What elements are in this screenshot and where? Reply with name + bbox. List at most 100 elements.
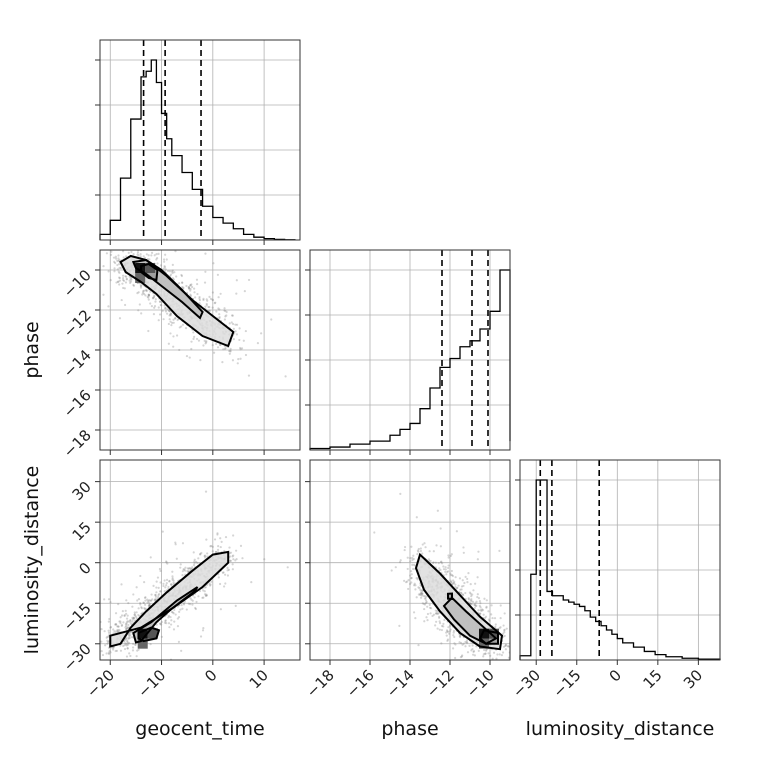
scatter-point — [119, 622, 122, 625]
scatter-point — [239, 544, 243, 547]
scatter-point — [204, 252, 207, 255]
scatter-point — [243, 290, 246, 293]
scatter-point — [413, 582, 416, 585]
scatter-point — [458, 635, 461, 638]
x-tick-label: 10 — [246, 666, 272, 692]
scatter-point — [479, 606, 482, 609]
scatter-point — [228, 322, 231, 325]
scatter-point — [238, 327, 241, 330]
scatter-point — [168, 580, 171, 583]
scatter-point — [435, 620, 438, 623]
scatter-point — [461, 654, 464, 657]
y-axis-label-luminosity-distance: luminosity_distance — [21, 466, 43, 655]
y-tick-label: 15 — [69, 518, 95, 544]
scatter-point — [210, 580, 213, 583]
scatter-point — [166, 562, 169, 565]
scatter-point — [204, 594, 207, 597]
scatter-point — [198, 302, 201, 305]
scatter-point — [113, 270, 116, 273]
density-fill — [110, 551, 229, 647]
y-tick-label: 30 — [69, 478, 95, 504]
scatter-point — [436, 612, 439, 615]
scatter-point — [406, 580, 409, 583]
scatter-point — [107, 652, 111, 655]
scatter-point — [134, 614, 137, 617]
scatter-point — [416, 549, 420, 552]
scatter-point — [205, 304, 208, 307]
scatter-point — [464, 645, 467, 648]
scatter-point — [260, 332, 263, 335]
scatter-point — [229, 350, 232, 353]
scatter-point — [164, 586, 167, 589]
scatter-point — [417, 586, 420, 589]
scatter-point — [447, 566, 450, 570]
density-mode-cell — [479, 628, 489, 639]
scatter-point — [80, 631, 82, 633]
scatter-point — [128, 652, 131, 655]
scatter-point — [471, 648, 474, 651]
scatter-point — [477, 649, 480, 652]
scatter-point — [144, 294, 147, 297]
scatter-point — [147, 298, 150, 301]
scatter-point — [155, 580, 158, 583]
scatter-point — [163, 265, 166, 268]
scatter-point — [150, 305, 153, 308]
scatter-point — [142, 255, 145, 258]
scatter-point — [450, 569, 453, 573]
scatter-point — [434, 624, 437, 627]
scatter-point — [451, 574, 454, 578]
scatter-point — [406, 556, 409, 559]
scatter-point — [183, 600, 186, 603]
scatter-point — [167, 322, 170, 326]
scatter-point — [182, 603, 186, 606]
scatter-point — [194, 296, 197, 299]
scatter-point — [119, 649, 123, 652]
scatter-point — [424, 601, 428, 605]
scatter-point — [216, 273, 219, 276]
scatter-point — [469, 592, 472, 595]
scatter-point — [146, 295, 149, 298]
scatter-point — [149, 556, 152, 559]
scatter-point — [138, 243, 140, 245]
x-axis-label-phase: phase — [381, 718, 438, 740]
scatter-point — [205, 593, 208, 596]
scatter-point — [128, 279, 131, 282]
scatter-point — [128, 275, 131, 278]
scatter-point — [168, 318, 171, 321]
scatter-point — [224, 582, 227, 585]
scatter-point — [132, 244, 134, 246]
scatter-point — [438, 615, 441, 618]
scatter-point — [139, 252, 142, 256]
scatter-point — [120, 624, 123, 627]
scatter-point — [174, 543, 177, 546]
scatter-point — [128, 635, 131, 638]
scatter-point — [495, 657, 498, 660]
scatter-point — [232, 327, 235, 330]
scatter-point — [420, 590, 423, 593]
scatter-point — [452, 582, 456, 585]
scatter-point — [152, 584, 155, 587]
scatter-point — [206, 299, 209, 302]
scatter-point — [137, 648, 140, 651]
scatter-point — [423, 542, 426, 545]
scatter-point — [183, 568, 186, 571]
scatter-point — [174, 541, 177, 544]
scatter-point — [209, 545, 212, 548]
scatter-point — [211, 291, 214, 294]
scatter-point — [121, 610, 124, 613]
scatter-point — [238, 338, 241, 342]
scatter-point — [202, 589, 205, 592]
contour-line — [478, 629, 499, 645]
x-tick-label: 15 — [639, 666, 665, 692]
scatter-point — [154, 598, 157, 601]
scatter-point — [411, 556, 414, 560]
panel-content — [373, 492, 510, 660]
scatter-point — [172, 321, 175, 324]
scatter-point — [125, 644, 128, 647]
scatter-point — [470, 594, 473, 598]
scatter-point — [139, 601, 142, 605]
scatter-point — [232, 554, 235, 557]
scatter-point — [503, 629, 506, 632]
scatter-point — [443, 618, 446, 622]
scatter-point — [146, 601, 149, 604]
